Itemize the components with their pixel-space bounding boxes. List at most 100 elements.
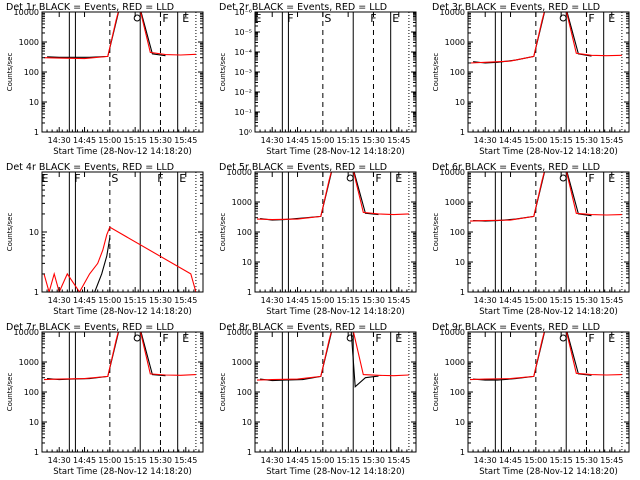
y-tick-label: 1000 (19, 38, 39, 47)
y-tick-label: 1000 (232, 358, 252, 367)
x-tick-label: 14:30 (261, 296, 284, 305)
y-tick-label: 1000 (445, 198, 465, 207)
x-tick-label: 14:30 (261, 456, 284, 465)
y-tick-label: 1000 (19, 358, 39, 367)
y-tick-label: 10 (455, 418, 465, 427)
x-axis-label: Start Time (28-Nov-12 14:18:20) (53, 147, 192, 157)
x-tick-label: 15:15 (124, 456, 147, 465)
x-tick-label: 15:45 (174, 456, 197, 465)
y-tick-label: 10000 (227, 168, 252, 177)
state-marker-F: F (162, 12, 168, 25)
lld-series-line (469, 12, 622, 64)
y-tick-label: 1 (460, 448, 465, 457)
y-tick-label: 10⁻² (234, 88, 252, 97)
state-marker-F: F (74, 172, 80, 185)
y-tick-label: 10⁻³ (234, 68, 252, 77)
state-marker-circle (133, 14, 141, 22)
state-marker-circle (559, 174, 567, 182)
x-tick-label: 15:15 (550, 456, 573, 465)
lld-series-line (256, 332, 409, 381)
state-marker-F: F (375, 172, 381, 185)
plot-frame (41, 11, 204, 133)
x-tick-label: 15:00 (98, 296, 121, 305)
lld-series-line (43, 12, 196, 60)
x-tick-label: 15:45 (387, 136, 410, 145)
y-axis-label: Counts/sec (432, 213, 440, 252)
x-tick-label: 15:30 (575, 456, 598, 465)
x-tick-label: 14:45 (286, 456, 309, 465)
state-marker-circle (559, 14, 567, 22)
x-tick-label: 14:45 (499, 136, 522, 145)
y-tick-label: 1 (34, 128, 39, 137)
state-marker-E: E (608, 12, 615, 25)
plot-frame (254, 171, 417, 293)
plot-frame (254, 11, 417, 133)
lld-series-line (43, 226, 197, 292)
y-tick-label: 10000 (440, 8, 465, 17)
x-tick-label: 15:30 (149, 456, 172, 465)
x-tick-label: 15:00 (524, 456, 547, 465)
y-axis-label: Counts/sec (6, 373, 14, 412)
x-tick-label: 15:30 (362, 456, 385, 465)
x-tick-label: 15:00 (311, 136, 334, 145)
lld-series-line (469, 332, 622, 381)
x-axis-label: Start Time (28-Nov-12 14:18:20) (266, 147, 405, 157)
y-tick-label: 100 (237, 388, 252, 397)
state-marker-E: E (608, 172, 615, 185)
x-tick-label: 15:45 (600, 296, 623, 305)
y-tick-label: 100 (450, 228, 465, 237)
x-tick-label: 15:30 (575, 136, 598, 145)
y-tick-label: 10⁻⁵ (234, 28, 252, 37)
x-tick-label: 15:15 (550, 136, 573, 145)
x-tick-label: 14:30 (48, 456, 71, 465)
lld-series-line (469, 172, 622, 222)
x-tick-label: 14:45 (73, 136, 96, 145)
state-marker-circle (133, 334, 141, 342)
y-tick-label: 10⁰ (239, 128, 252, 137)
y-tick-label: 10 (242, 258, 252, 267)
state-marker-E: E (255, 12, 262, 25)
x-axis-label: Start Time (28-Nov-12 14:18:20) (479, 467, 618, 477)
x-tick-label: 14:45 (73, 296, 96, 305)
x-tick-label: 15:15 (124, 136, 147, 145)
state-marker-E: E (392, 12, 399, 25)
x-tick-label: 15:15 (124, 296, 147, 305)
y-axis-label: Counts/sec (6, 53, 14, 92)
y-axis-label: Counts/sec (432, 373, 440, 412)
x-tick-label: 14:30 (261, 136, 284, 145)
state-marker-F: F (588, 12, 594, 25)
y-axis-label: Counts/sec (432, 53, 440, 92)
y-tick-label: 10 (242, 418, 252, 427)
x-tick-label: 15:30 (149, 136, 172, 145)
panel-title: Det 9r BLACK = Events, RED = LLD (432, 322, 600, 333)
y-tick-label: 1 (247, 448, 252, 457)
detector-panel-4: Det 4r BLACK = Events, RED = LLD 10 1 14:30… (6, 162, 204, 317)
plot-frame (467, 171, 630, 293)
y-tick-label: 10000 (440, 168, 465, 177)
x-tick-label: 15:30 (362, 296, 385, 305)
x-tick-label: 15:30 (149, 296, 172, 305)
panel-title: Det 1r BLACK = Events, RED = LLD (6, 2, 174, 13)
x-tick-label: 14:30 (48, 296, 71, 305)
panel-title: Det 4r BLACK = Events, RED = LLD (6, 162, 174, 173)
y-tick-label: 10 (29, 98, 39, 107)
y-tick-label: 10 (29, 228, 39, 237)
x-tick-label: 14:45 (73, 456, 96, 465)
state-marker-F: F (588, 332, 594, 345)
x-tick-label: 15:00 (98, 136, 121, 145)
x-axis-label: Start Time (28-Nov-12 14:18:20) (479, 147, 618, 157)
y-tick-label: 1 (460, 128, 465, 137)
x-tick-label: 14:45 (499, 296, 522, 305)
panel-title: Det 5r BLACK = Events, RED = LLD (219, 162, 387, 173)
y-tick-label: 100 (450, 388, 465, 397)
y-tick-label: 10000 (14, 8, 39, 17)
state-marker-F: F (370, 12, 376, 25)
x-tick-label: 15:15 (337, 136, 360, 145)
x-tick-label: 15:45 (387, 456, 410, 465)
state-marker-S: S (324, 12, 331, 25)
